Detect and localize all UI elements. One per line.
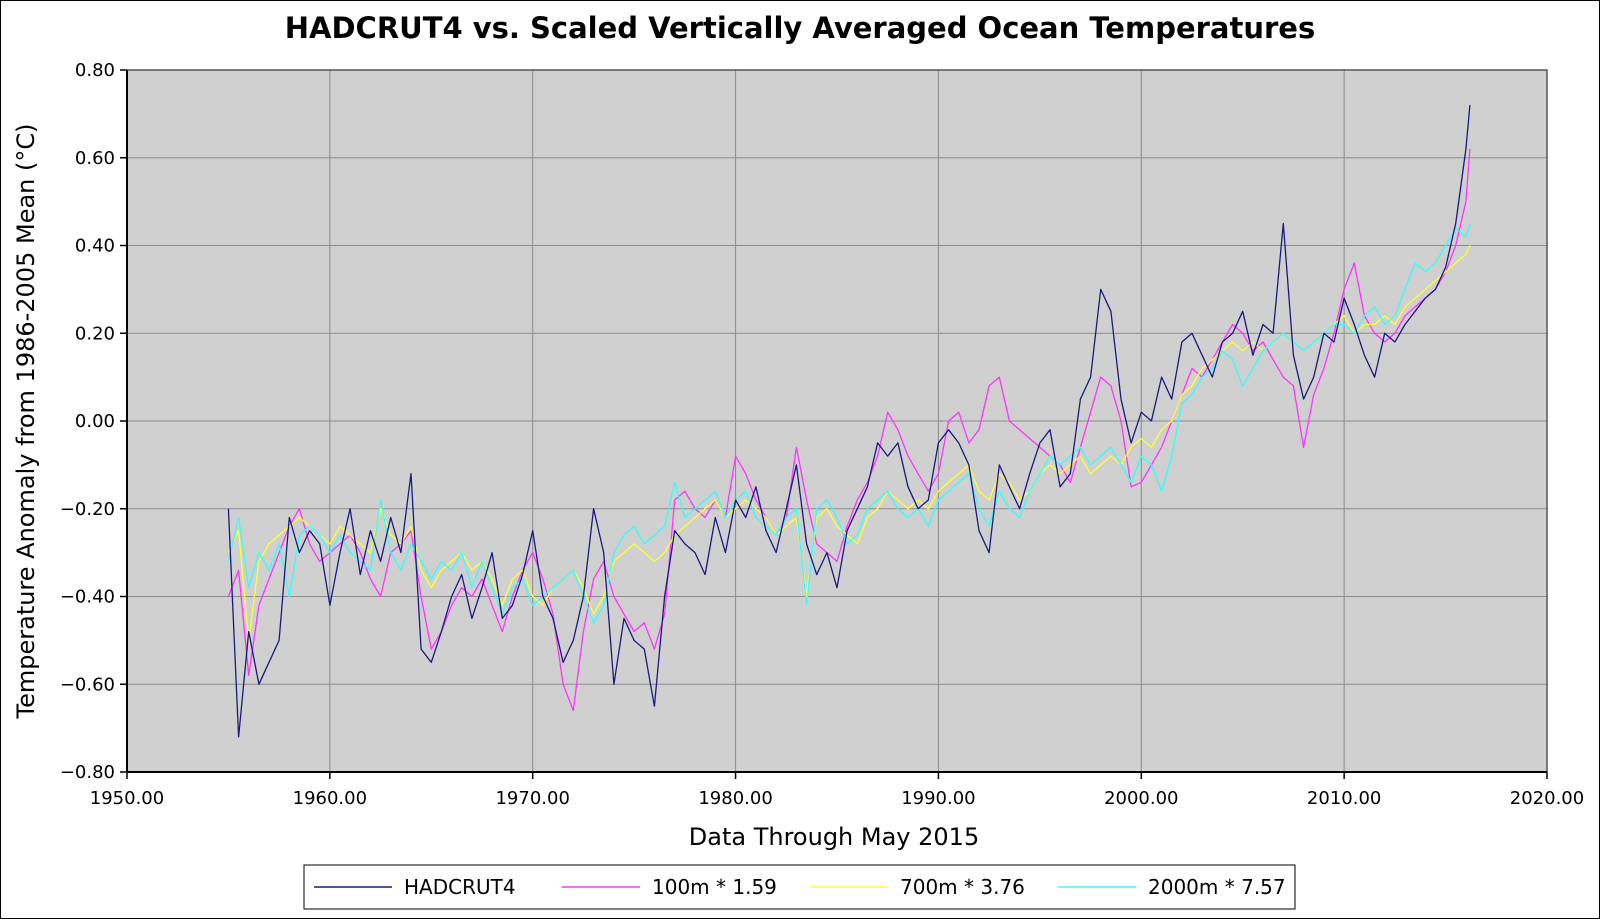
x-tick-label: 1970.00 [495,788,569,809]
series-line-hadcrut4 [227,105,1471,738]
chart-title: HADCRUT4 vs. Scaled Vertically Averaged … [285,11,1315,45]
y-tick-label: 0.20 [75,323,115,344]
y-tick-label: 0.60 [75,148,115,169]
x-tick-label: 1960.00 [293,788,367,809]
series-layer [227,105,1471,738]
x-tick-label: 2010.00 [1307,788,1381,809]
series-line-2000m-7-57 [227,223,1471,624]
legend-label: HADCRUT4 [404,875,516,899]
y-tick-label: −0.20 [60,499,115,520]
y-tick-label: 0.80 [75,60,115,81]
legend: HADCRUT4 100m * 1.59 700m * 3.76 2000m * 7.… [303,864,1296,910]
x-tick-label: 1950.00 [90,788,164,809]
y-axis-label: Temperature Anomaly from 1986-2005 Mean … [12,124,40,720]
x-tick-label: 1980.00 [698,788,772,809]
x-tick-label: 2000.00 [1104,788,1178,809]
y-tick-label: 0.40 [75,236,115,257]
grid-lines [126,69,1548,773]
y-tick-label: −0.80 [60,762,115,783]
y-tick-label: −0.40 [60,587,115,608]
x-axis-label: Data Through May 2015 [689,823,979,851]
axis-ticks: 0.80 0.60 0.40 0.20 0.00 −0.20 −0.40 −0.60 −0.80… [60,60,1584,809]
x-tick-label: 1990.00 [901,788,975,809]
legend-label: 100m * 1.59 [652,875,777,899]
y-tick-label: −0.60 [60,674,115,695]
x-tick-label: 2020.00 [1510,788,1584,809]
series-line-100m-1-59 [227,148,1471,712]
legend-label: 2000m * 7.57 [1148,875,1286,899]
y-tick-label: 0.00 [75,411,115,432]
legend-label: 700m * 3.76 [900,875,1025,899]
